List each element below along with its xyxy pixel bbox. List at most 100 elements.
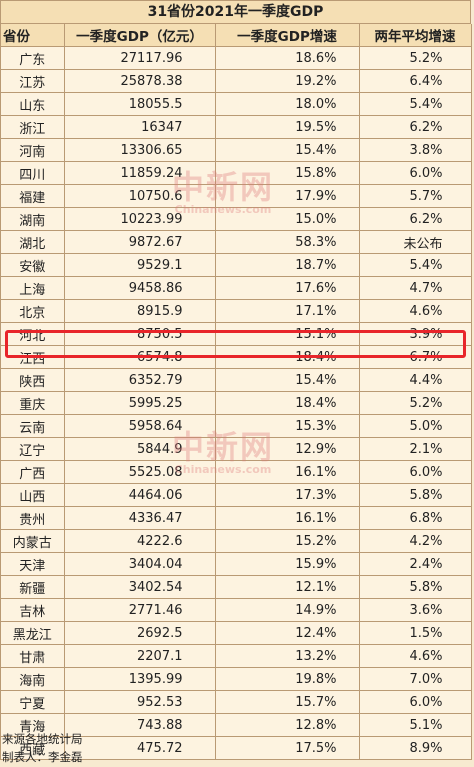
cell-two-year-avg: 6.0% <box>359 460 472 484</box>
cell-province: 重庆 <box>1 391 65 415</box>
cell-growth: 58.3% <box>215 230 360 254</box>
header-gdp: 一季度GDP（亿元） <box>64 24 216 47</box>
cell-gdp: 18055.5 <box>64 92 216 116</box>
cell-two-year-avg: 5.1% <box>359 713 472 737</box>
cell-province: 山西 <box>1 483 65 507</box>
cell-two-year-avg: 6.0% <box>359 161 472 185</box>
table-body: 广东 27117.96 18.6% 5.2% 江苏 25878.38 19.2% 6.4% 山东… <box>1 46 472 760</box>
cell-growth: 12.4% <box>215 621 360 645</box>
table-row: 宁夏 952.53 15.7% 6.0% <box>1 690 472 714</box>
cell-gdp: 475.72 <box>64 736 216 760</box>
table-row: 河南 13306.65 15.4% 3.8% <box>1 138 472 162</box>
cell-growth: 17.9% <box>215 184 360 208</box>
cell-province: 四川 <box>1 161 65 185</box>
cell-province: 江西 <box>1 345 65 369</box>
cell-growth: 12.8% <box>215 713 360 737</box>
cell-gdp: 5958.64 <box>64 414 216 438</box>
table-row: 海南 1395.99 19.8% 7.0% <box>1 667 472 691</box>
table-row: 上海 9458.86 17.6% 4.7% <box>1 276 472 300</box>
cell-province: 内蒙古 <box>1 529 65 553</box>
cell-province: 海南 <box>1 667 65 691</box>
table-row: 新疆 3402.54 12.1% 5.8% <box>1 575 472 599</box>
cell-gdp: 5844.9 <box>64 437 216 461</box>
cell-growth: 13.2% <box>215 644 360 668</box>
cell-gdp: 13306.65 <box>64 138 216 162</box>
cell-growth: 16.1% <box>215 460 360 484</box>
cell-gdp: 11859.24 <box>64 161 216 185</box>
header-growth: 一季度GDP增速 <box>215 24 360 47</box>
cell-province: 云南 <box>1 414 65 438</box>
cell-province: 辽宁 <box>1 437 65 461</box>
table-row: 广东 27117.96 18.6% 5.2% <box>1 46 472 70</box>
table-row: 浙江 16347 19.5% 6.2% <box>1 115 472 139</box>
cell-growth: 15.0% <box>215 207 360 231</box>
cell-growth: 12.1% <box>215 575 360 599</box>
cell-growth: 18.4% <box>215 391 360 415</box>
cell-gdp: 9458.86 <box>64 276 216 300</box>
cell-gdp: 952.53 <box>64 690 216 714</box>
cell-province: 福建 <box>1 184 65 208</box>
cell-two-year-avg: 1.5% <box>359 621 472 645</box>
table-row: 内蒙古 4222.6 15.2% 4.2% <box>1 529 472 553</box>
table-title: 31省份2021年一季度GDP <box>1 1 471 24</box>
cell-two-year-avg: 4.4% <box>359 368 472 392</box>
maker-note: 制表人：李金磊 <box>2 750 83 764</box>
cell-gdp: 3402.54 <box>64 575 216 599</box>
cell-gdp: 25878.38 <box>64 69 216 93</box>
cell-province: 江苏 <box>1 69 65 93</box>
cell-gdp: 10223.99 <box>64 207 216 231</box>
cell-province: 甘肃 <box>1 644 65 668</box>
cell-two-year-avg: 5.8% <box>359 483 472 507</box>
cell-province: 河南 <box>1 138 65 162</box>
cell-gdp: 4222.6 <box>64 529 216 553</box>
table-row: 江西 6574.8 18.4% 6.7% <box>1 345 472 369</box>
cell-gdp: 8750.5 <box>64 322 216 346</box>
cell-gdp: 3404.04 <box>64 552 216 576</box>
cell-growth: 15.4% <box>215 138 360 162</box>
table-row: 四川 11859.24 15.8% 6.0% <box>1 161 472 185</box>
cell-growth: 18.7% <box>215 253 360 277</box>
cell-two-year-avg: 5.2% <box>359 391 472 415</box>
table-row: 西藏 475.72 17.5% 8.9% <box>1 736 472 760</box>
table-row: 福建 10750.6 17.9% 5.7% <box>1 184 472 208</box>
cell-two-year-avg: 6.7% <box>359 345 472 369</box>
cell-gdp: 5525.08 <box>64 460 216 484</box>
table-row: 广西 5525.08 16.1% 6.0% <box>1 460 472 484</box>
cell-gdp: 6574.8 <box>64 345 216 369</box>
table-row: 北京 8915.9 17.1% 4.6% <box>1 299 472 323</box>
cell-gdp: 16347 <box>64 115 216 139</box>
cell-growth: 12.9% <box>215 437 360 461</box>
cell-gdp: 2207.1 <box>64 644 216 668</box>
cell-province: 湖北 <box>1 230 65 254</box>
cell-province: 北京 <box>1 299 65 323</box>
table-row: 湖南 10223.99 15.0% 6.2% <box>1 207 472 231</box>
table-row: 山东 18055.5 18.0% 5.4% <box>1 92 472 116</box>
table-row: 甘肃 2207.1 13.2% 4.6% <box>1 644 472 668</box>
table-row: 江苏 25878.38 19.2% 6.4% <box>1 69 472 93</box>
table-row: 天津 3404.04 15.9% 2.4% <box>1 552 472 576</box>
cell-two-year-avg: 8.9% <box>359 736 472 760</box>
source-note: 来源各地统计局 <box>2 732 83 746</box>
cell-two-year-avg: 2.1% <box>359 437 472 461</box>
cell-gdp: 9529.1 <box>64 253 216 277</box>
cell-growth: 15.3% <box>215 414 360 438</box>
cell-two-year-avg: 5.0% <box>359 414 472 438</box>
table-row: 吉林 2771.46 14.9% 3.6% <box>1 598 472 622</box>
cell-growth: 15.2% <box>215 529 360 553</box>
cell-growth: 17.5% <box>215 736 360 760</box>
cell-growth: 14.9% <box>215 598 360 622</box>
cell-two-year-avg: 6.2% <box>359 207 472 231</box>
table-row: 贵州 4336.47 16.1% 6.8% <box>1 506 472 530</box>
cell-two-year-avg: 7.0% <box>359 667 472 691</box>
cell-province: 吉林 <box>1 598 65 622</box>
table-row: 陕西 6352.79 15.4% 4.4% <box>1 368 472 392</box>
cell-province: 上海 <box>1 276 65 300</box>
cell-two-year-avg: 2.4% <box>359 552 472 576</box>
cell-two-year-avg: 4.6% <box>359 644 472 668</box>
gdp-table: 省份 一季度GDP（亿元） 一季度GDP增速 两年平均增速 广东 27117.96… <box>1 24 472 760</box>
cell-two-year-avg: 6.8% <box>359 506 472 530</box>
cell-province: 青海 <box>1 713 65 737</box>
cell-two-year-avg: 6.2% <box>359 115 472 139</box>
cell-two-year-avg: 3.6% <box>359 598 472 622</box>
